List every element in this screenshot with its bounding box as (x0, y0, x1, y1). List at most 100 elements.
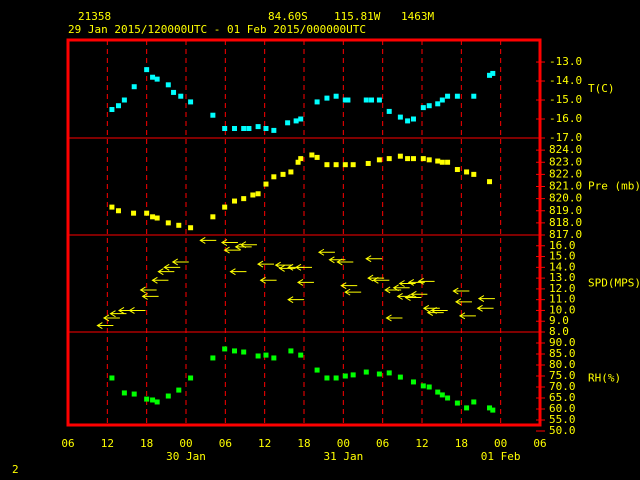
data-point (314, 367, 320, 373)
page-number: 2 (12, 463, 19, 476)
data-point (324, 162, 330, 168)
data-point (471, 399, 477, 405)
y-tick-label: 820.0 (549, 192, 582, 205)
data-point (288, 348, 294, 354)
data-point (222, 204, 228, 210)
data-point (314, 99, 320, 105)
wind-arrow (476, 304, 494, 312)
y-tick-label: 8.0 (549, 325, 569, 338)
y-tick-label: -16.0 (549, 112, 582, 125)
x-tick-label: 12 (258, 437, 271, 450)
data-point (222, 126, 228, 132)
wind-arrow (151, 276, 169, 284)
wind-arrow (340, 282, 358, 290)
x-tick-label: 06 (61, 437, 74, 450)
data-point (345, 97, 351, 103)
data-point (263, 126, 269, 132)
data-point (176, 387, 182, 393)
wind-arrow (109, 310, 127, 318)
data-point (246, 126, 252, 132)
data-point (314, 154, 320, 160)
data-point (439, 97, 445, 103)
data-point (490, 407, 496, 413)
wind-arrow (477, 295, 495, 303)
data-point (188, 99, 194, 105)
wind-arrow (223, 246, 241, 254)
data-point (426, 103, 432, 109)
data-point (410, 379, 416, 385)
data-point (232, 126, 238, 132)
plot-frame (66, 38, 542, 427)
data-point (435, 158, 441, 164)
wind-arrow (287, 296, 305, 304)
data-point (439, 392, 445, 398)
wind-arrow (257, 260, 274, 268)
y-tick-label: 823.0 (549, 155, 582, 168)
data-point (222, 346, 228, 352)
data-point (255, 353, 261, 359)
data-point (109, 204, 115, 210)
wind-arrow (392, 284, 410, 292)
data-point (324, 95, 330, 101)
data-point (241, 126, 247, 132)
data-point (386, 156, 392, 162)
wind-arrow (385, 314, 403, 322)
wind-arrow (295, 263, 312, 271)
data-point (154, 215, 160, 221)
y-tick-label: 16.0 (549, 239, 576, 252)
data-point (397, 374, 403, 380)
wind-arrow (296, 278, 314, 286)
wind-arrow (171, 258, 189, 266)
y-tick-label: 817.0 (549, 228, 582, 241)
data-point (165, 220, 171, 226)
data-point (131, 84, 137, 90)
y-tick-label: 15.0 (549, 250, 576, 263)
data-point (487, 179, 493, 185)
data-point (288, 169, 294, 175)
data-point (487, 72, 493, 78)
x-tick-label: 00 (337, 437, 350, 450)
y-axis-label: Pre (mb) (588, 180, 640, 193)
wind-arrow (344, 288, 362, 296)
data-point (333, 162, 339, 168)
y-tick-label: -13.0 (549, 55, 582, 68)
wind-arrow (139, 286, 157, 294)
data-point (350, 372, 356, 378)
y-tick-label: -15.0 (549, 93, 582, 106)
wind-arrow (102, 314, 120, 322)
data-point (298, 352, 304, 358)
y-tick-label: 818.0 (549, 216, 582, 229)
y-tick-label: 55.0 (549, 413, 576, 426)
data-point (445, 395, 451, 401)
wind-arrow (407, 278, 425, 286)
y-tick-label: 821.0 (549, 180, 582, 193)
y-axis-label: SPD(MPS) (588, 277, 640, 290)
wind-arrow (422, 304, 440, 312)
data-point (188, 375, 194, 381)
data-point (176, 222, 182, 228)
y-axis-label: T(C) (588, 82, 615, 95)
x-tick-label: 18 (297, 437, 310, 450)
wind-arrow (157, 268, 175, 276)
x-tick-label: 06 (219, 437, 232, 450)
wind-arrow (452, 287, 470, 295)
y-tick-label: 75.0 (549, 369, 576, 382)
y-tick-label: 819.0 (549, 204, 582, 217)
data-point (342, 373, 348, 379)
data-point (150, 214, 156, 220)
wind-arrow (454, 298, 472, 306)
data-point (309, 152, 315, 158)
x-tick-label: 12 (415, 437, 428, 450)
date-label: 31 Jan (323, 450, 363, 463)
data-point (454, 400, 460, 406)
data-point (210, 214, 216, 220)
data-point (487, 405, 493, 411)
data-point (324, 375, 330, 381)
data-point (255, 124, 261, 130)
date-label: 30 Jan (166, 450, 206, 463)
wind-arrow (396, 293, 414, 300)
data-point (154, 399, 160, 405)
data-point (109, 375, 115, 381)
data-point (471, 171, 477, 177)
